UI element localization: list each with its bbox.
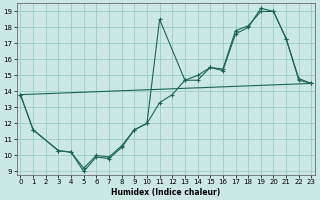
X-axis label: Humidex (Indice chaleur): Humidex (Indice chaleur) [111,188,220,197]
